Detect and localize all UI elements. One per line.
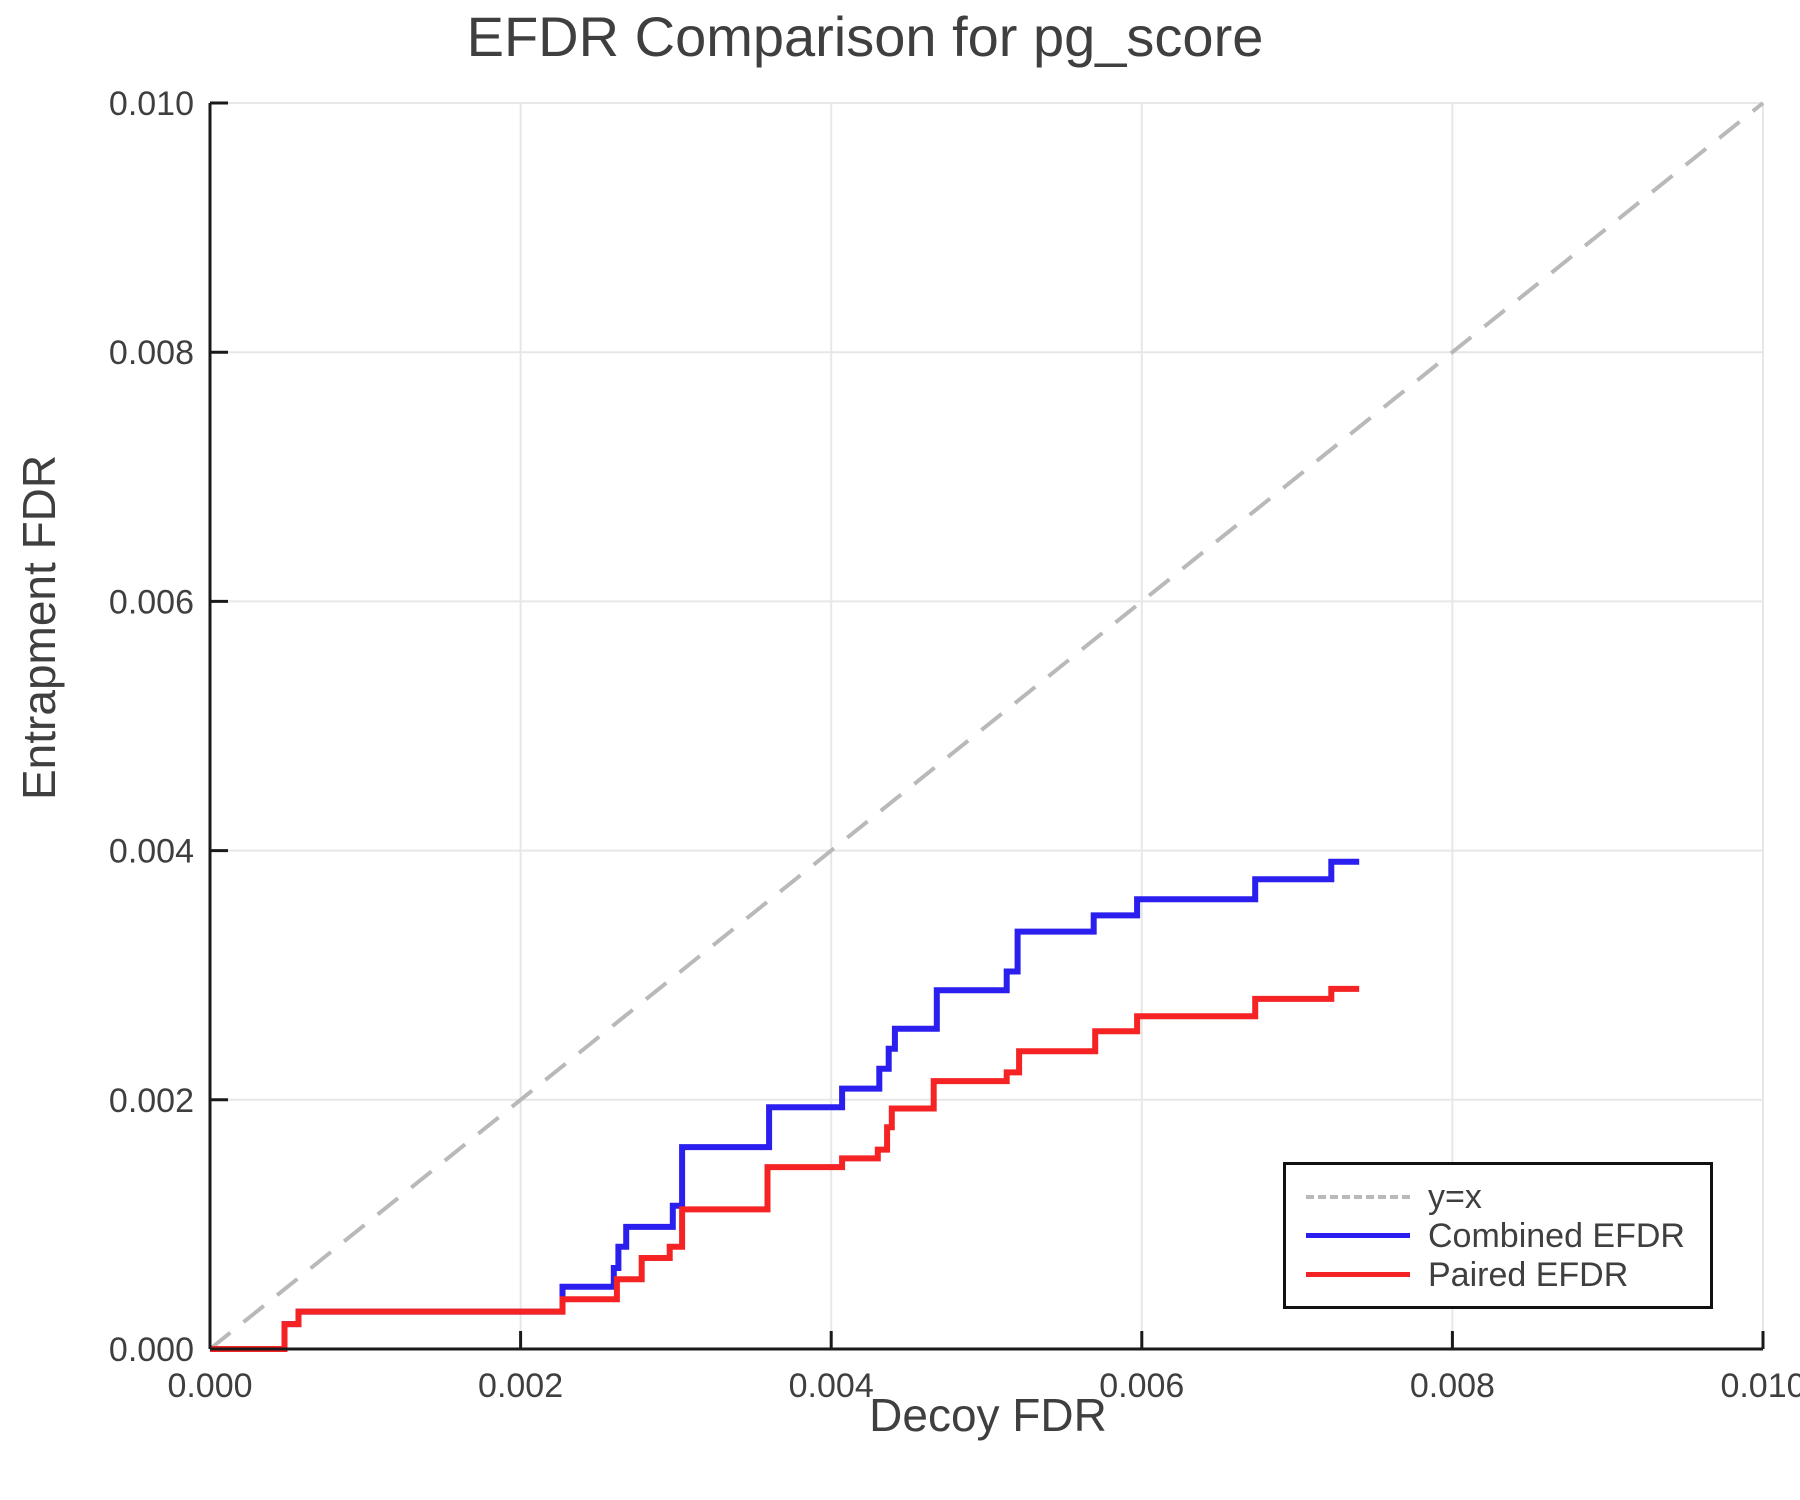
- y-axis-label: Entrapment FDR: [13, 454, 65, 800]
- combined-efdr-line-swatch: [1306, 1233, 1410, 1238]
- y-tick-label: 0.010: [109, 85, 194, 123]
- paired-efdr-line-swatch: [1306, 1272, 1410, 1277]
- x-tick-label: 0.008: [1410, 1367, 1495, 1405]
- legend-item-reference: y=x: [1306, 1177, 1710, 1216]
- x-tick-label: 0.004: [789, 1367, 874, 1405]
- y-tick-label: 0.004: [109, 833, 194, 871]
- series-combined-efdr: [210, 858, 1360, 1352]
- chart-title: EFDR Comparison for pg_score: [466, 5, 1264, 68]
- legend-item-paired-efdr: Paired EFDR: [1306, 1255, 1710, 1294]
- x-tick-label: 0.010: [1720, 1367, 1800, 1405]
- series-paired-efdr: [210, 985, 1360, 1352]
- legend-item-combined-efdr: Combined EFDR: [1306, 1216, 1710, 1255]
- y-tick-label: 0.000: [109, 1331, 194, 1369]
- y-tick-label: 0.008: [109, 334, 194, 372]
- x-tick-label: 0.006: [1099, 1367, 1184, 1405]
- legend-label: y=x: [1428, 1177, 1482, 1216]
- legend-label: Paired EFDR: [1428, 1255, 1629, 1294]
- y-tick-label: 0.006: [109, 583, 194, 621]
- x-tick-label: 0.000: [167, 1367, 252, 1405]
- reference-line-swatch: [1306, 1194, 1410, 1199]
- series-y-x: [208, 101, 1765, 1351]
- y-tick-label: 0.002: [109, 1082, 194, 1120]
- x-tick-label: 0.002: [478, 1367, 563, 1405]
- x-axis-label: Decoy FDR: [869, 1389, 1107, 1441]
- legend-box: y=x Combined EFDR Paired EFDR: [1283, 1162, 1713, 1309]
- legend-label: Combined EFDR: [1428, 1216, 1685, 1255]
